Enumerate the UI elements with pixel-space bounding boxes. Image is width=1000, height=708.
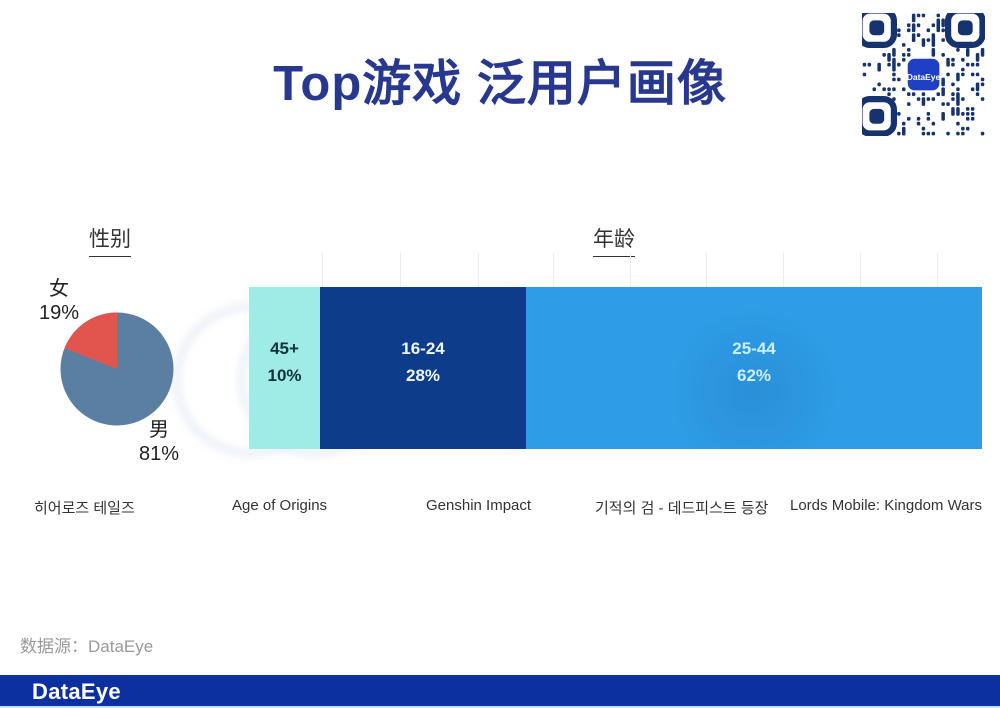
svg-text:DataEye: DataEye	[907, 72, 941, 82]
svg-text:DataEye: DataEye	[32, 679, 121, 704]
